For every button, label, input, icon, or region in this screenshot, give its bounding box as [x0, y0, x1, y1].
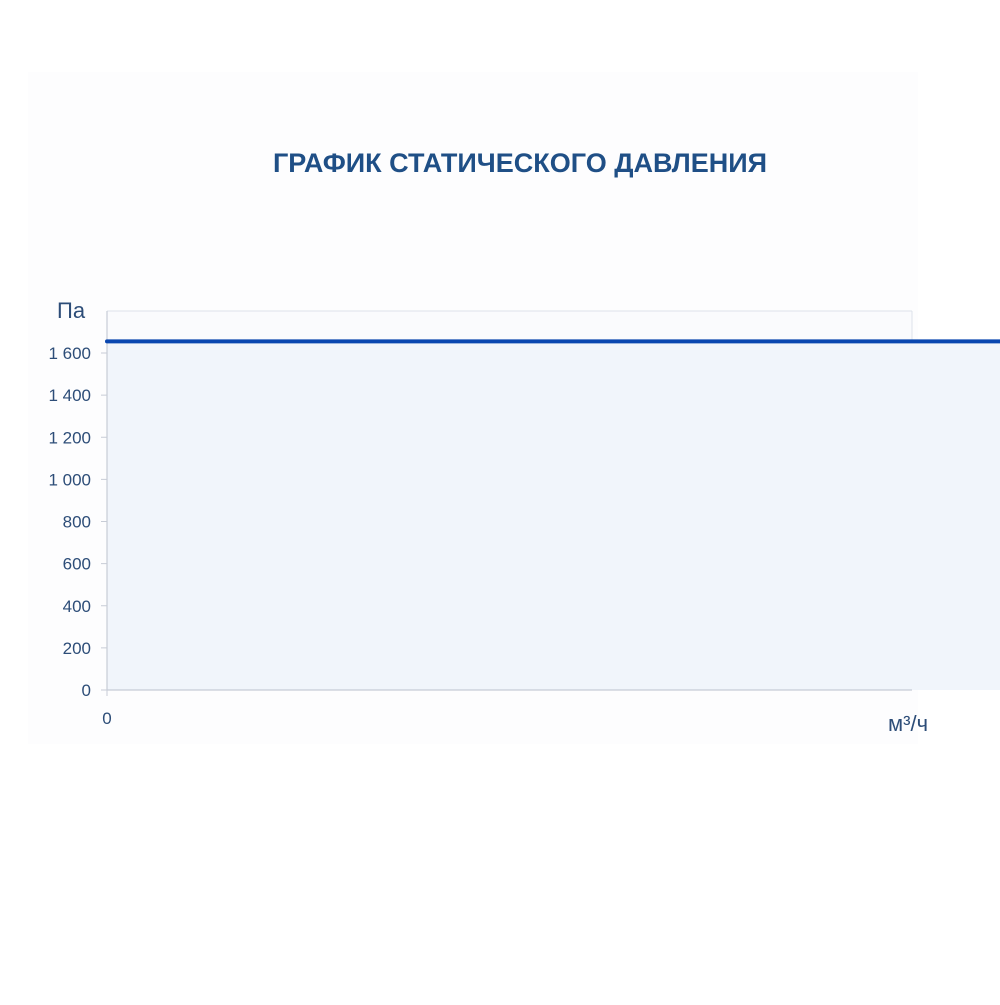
y-tick-label: 400: [63, 597, 91, 616]
y-tick-label: 200: [63, 639, 91, 658]
y-tick-label: 600: [63, 555, 91, 574]
y-tick-label: 1 600: [48, 344, 91, 363]
y-tick-label: 1 400: [48, 386, 91, 405]
x-tick-label: 0: [102, 709, 111, 728]
chart-title: ГРАФИК СТАТИЧЕСКОГО ДАВЛЕНИЯ: [273, 148, 767, 178]
axes: [101, 311, 912, 696]
curve-area-fill: [107, 341, 1000, 690]
x-axis-unit: м³/ч: [888, 711, 928, 736]
y-axis-unit: Па: [57, 298, 86, 323]
y-tick-labels: 0 200 400 600 800 1 000 1 200 1 400 1 600: [48, 344, 91, 700]
y-tick-label: 800: [63, 513, 91, 532]
x-tick-labels: 01 0002 0003 0004 0005 0006 0007 0008 00…: [102, 709, 111, 728]
y-tick-label: 0: [82, 681, 91, 700]
y-tick-label: 1 200: [48, 428, 91, 447]
y-tick-label: 1 000: [48, 470, 91, 489]
